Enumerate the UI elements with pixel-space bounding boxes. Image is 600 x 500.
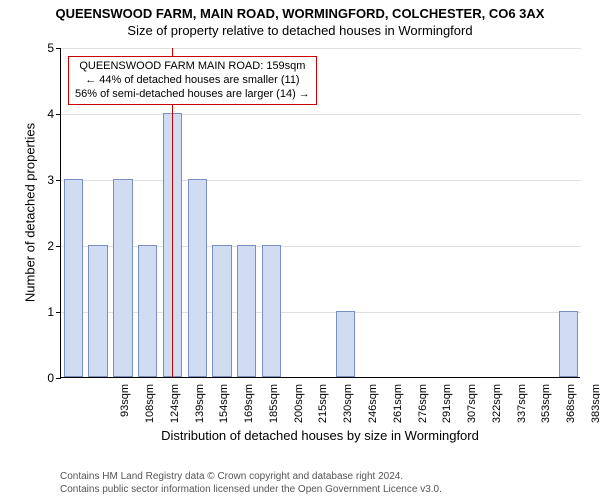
xtick-label: 291sqm <box>441 384 453 434</box>
ytick-label: 3 <box>24 173 54 187</box>
bar <box>188 179 207 377</box>
ytick-label: 5 <box>24 41 54 55</box>
ytick-mark <box>56 114 61 115</box>
xtick-label: 200sqm <box>293 384 305 434</box>
ytick-mark <box>56 312 61 313</box>
xtick-label: 124sqm <box>169 384 181 434</box>
gridline <box>61 48 581 49</box>
ytick-label: 0 <box>24 371 54 385</box>
chart-subtitle: Size of property relative to detached ho… <box>0 21 600 42</box>
xtick-label: 185sqm <box>268 384 280 434</box>
ytick-mark <box>56 246 61 247</box>
annotation-line2: ← 44% of detached houses are smaller (11… <box>75 74 310 88</box>
annotation-line1: QUEENSWOOD FARM MAIN ROAD: 159sqm <box>75 60 310 74</box>
ytick-label: 4 <box>24 107 54 121</box>
ytick-mark <box>56 180 61 181</box>
xtick-label: 307sqm <box>466 384 478 434</box>
bar <box>336 311 355 377</box>
ytick-mark <box>56 48 61 49</box>
bar <box>559 311 578 377</box>
chart-title: QUEENSWOOD FARM, MAIN ROAD, WORMINGFORD,… <box>0 0 600 21</box>
gridline <box>61 114 581 115</box>
xtick-label: 93sqm <box>119 384 131 434</box>
xtick-label: 337sqm <box>516 384 528 434</box>
bar <box>212 245 231 377</box>
xtick-label: 139sqm <box>194 384 206 434</box>
ytick-mark <box>56 378 61 379</box>
bar <box>262 245 281 377</box>
xtick-label: 353sqm <box>540 384 552 434</box>
ytick-label: 2 <box>24 239 54 253</box>
annotation-line3: 56% of semi-detached houses are larger (… <box>75 88 310 102</box>
footer-line1: Contains HM Land Registry data © Crown c… <box>60 470 442 483</box>
xtick-label: 322sqm <box>491 384 503 434</box>
xtick-label: 368sqm <box>565 384 577 434</box>
xtick-label: 246sqm <box>367 384 379 434</box>
footer-line2: Contains public sector information licen… <box>60 483 442 496</box>
bar <box>64 179 83 377</box>
xtick-label: 154sqm <box>218 384 230 434</box>
xtick-label: 383sqm <box>590 384 600 434</box>
chart-container: QUEENSWOOD FARM, MAIN ROAD, WORMINGFORD,… <box>0 0 600 500</box>
bar <box>237 245 256 377</box>
bar <box>138 245 157 377</box>
ytick-label: 1 <box>24 305 54 319</box>
xtick-label: 215sqm <box>317 384 329 434</box>
xtick-label: 108sqm <box>144 384 156 434</box>
xtick-label: 230sqm <box>342 384 354 434</box>
gridline <box>61 180 581 181</box>
bar <box>113 179 132 377</box>
xtick-label: 276sqm <box>417 384 429 434</box>
y-axis-title: Number of detached properties <box>23 113 38 313</box>
xtick-label: 169sqm <box>243 384 255 434</box>
footer-attribution: Contains HM Land Registry data © Crown c… <box>60 470 442 496</box>
annotation-box: QUEENSWOOD FARM MAIN ROAD: 159sqm← 44% o… <box>68 56 317 105</box>
bar <box>88 245 107 377</box>
xtick-label: 261sqm <box>392 384 404 434</box>
